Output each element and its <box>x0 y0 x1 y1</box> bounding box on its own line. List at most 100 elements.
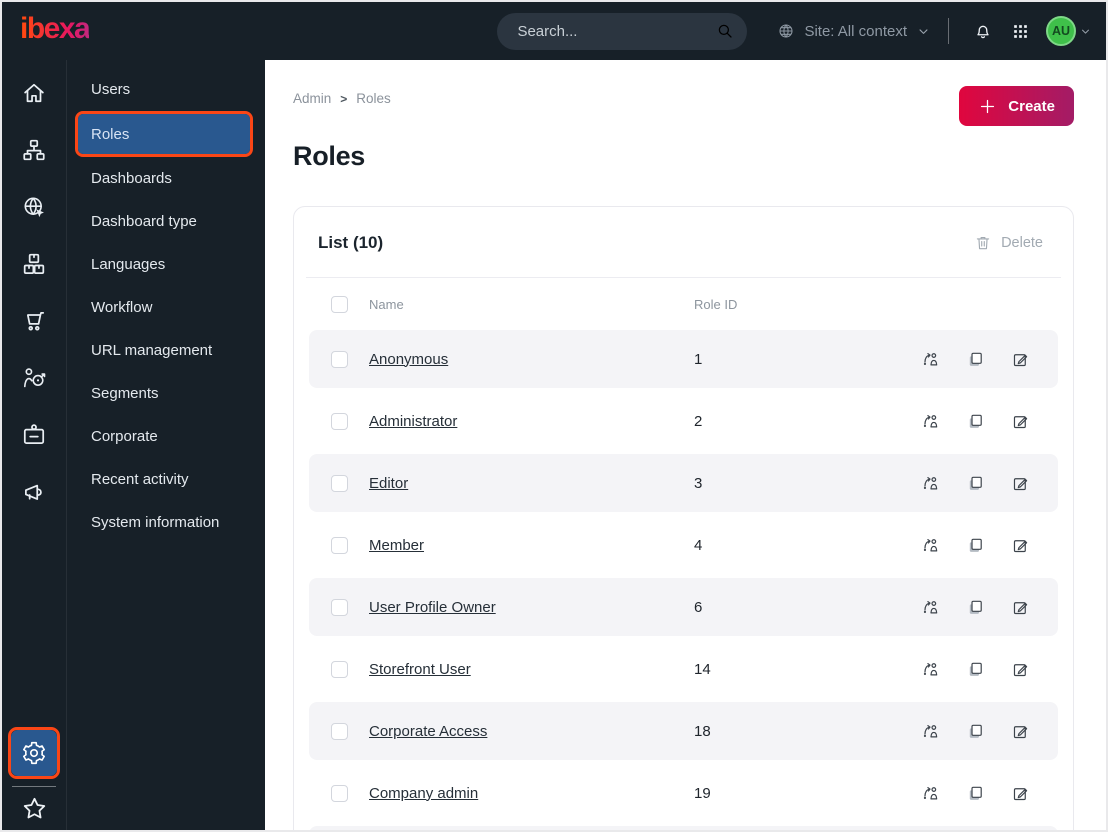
assign-to-users-button[interactable] <box>921 598 940 617</box>
edit-button[interactable] <box>1011 660 1030 679</box>
avatar[interactable]: AU <box>1046 16 1076 46</box>
role-name-link[interactable]: Administrator <box>369 412 458 430</box>
menu-item-label: URL management <box>91 342 213 359</box>
copy-button[interactable] <box>966 598 985 617</box>
assign-to-users-button[interactable] <box>921 722 940 741</box>
edit-button[interactable] <box>1011 598 1030 617</box>
rail-item-personalization[interactable] <box>18 363 50 393</box>
edit-button[interactable] <box>1011 722 1030 741</box>
rail-item-content[interactable] <box>18 135 50 165</box>
copy-button[interactable] <box>966 660 985 679</box>
search-box[interactable] <box>497 12 748 50</box>
rail-item-commerce[interactable] <box>18 306 50 336</box>
column-header-role-id: Role ID <box>694 297 738 312</box>
notifications-bell-icon[interactable] <box>973 21 993 41</box>
row-checkbox[interactable] <box>331 474 348 492</box>
site-globe-cursor-icon <box>21 194 47 220</box>
row-checkbox[interactable] <box>331 784 348 802</box>
trash-icon <box>974 234 992 252</box>
product-boxes-icon <box>21 251 47 277</box>
site-context-label: Site: All context <box>804 22 907 40</box>
delete-button[interactable]: Delete <box>968 233 1049 253</box>
menu-item-languages[interactable]: Languages <box>67 243 265 286</box>
list-title: List (10) <box>318 233 384 252</box>
assign-user-icon <box>921 598 940 617</box>
edit-button[interactable] <box>1011 474 1030 493</box>
table-row: Editor 3 <box>309 454 1058 512</box>
edit-icon <box>1011 784 1030 803</box>
site-context-selector[interactable]: Site: All context <box>777 22 931 40</box>
edit-button[interactable] <box>1011 412 1030 431</box>
assign-to-users-button[interactable] <box>921 474 940 493</box>
menu-item-roles[interactable]: Roles <box>78 114 250 154</box>
copy-icon <box>966 784 985 803</box>
role-name-link[interactable]: Anonymous <box>369 350 449 368</box>
menu-item-url-management[interactable]: URL management <box>67 329 265 372</box>
edit-icon <box>1011 474 1030 493</box>
assign-to-users-button[interactable] <box>921 412 940 431</box>
rail-item-campaigns[interactable] <box>18 477 50 507</box>
copy-button[interactable] <box>966 350 985 369</box>
assign-user-icon <box>921 412 940 431</box>
assign-to-users-button[interactable] <box>921 536 940 555</box>
menu-item-dashboard-type[interactable]: Dashboard type <box>67 200 265 243</box>
menu-item-corporate[interactable]: Corporate <box>67 415 265 458</box>
edit-icon <box>1011 722 1030 741</box>
edit-button[interactable] <box>1011 350 1030 369</box>
menu-item-system-information[interactable]: System information <box>67 501 265 544</box>
copy-button[interactable] <box>966 536 985 555</box>
copy-button[interactable] <box>966 784 985 803</box>
rail-item-corporate[interactable] <box>18 420 50 450</box>
select-all-checkbox[interactable] <box>331 296 348 313</box>
role-name-link[interactable]: Company admin <box>369 784 479 802</box>
assign-to-users-button[interactable] <box>921 350 940 369</box>
rail-item-dashboard[interactable] <box>18 78 50 108</box>
menu-item-segments[interactable]: Segments <box>67 372 265 415</box>
copy-icon <box>966 474 985 493</box>
assign-to-users-button[interactable] <box>921 660 940 679</box>
rail-item-bookmarks[interactable] <box>19 793 50 824</box>
ibexa-logo[interactable]: ibexa <box>20 14 91 48</box>
create-button[interactable]: Create <box>959 86 1074 126</box>
menu-item-recent-activity[interactable]: Recent activity <box>67 458 265 501</box>
edit-button[interactable] <box>1011 536 1030 555</box>
table-row: Member 4 <box>309 516 1058 574</box>
copy-button[interactable] <box>966 722 985 741</box>
assign-to-users-button[interactable] <box>921 784 940 803</box>
main-content: Admin > Roles Create Roles List (10) Del… <box>265 60 1106 830</box>
row-checkbox[interactable] <box>331 536 348 554</box>
copy-button[interactable] <box>966 412 985 431</box>
rail-item-admin[interactable] <box>11 730 57 776</box>
menu-item-workflow[interactable]: Workflow <box>67 286 265 329</box>
role-id: 2 <box>694 412 703 430</box>
row-checkbox[interactable] <box>331 722 348 740</box>
search-icon[interactable] <box>716 22 734 40</box>
copy-icon <box>966 536 985 555</box>
row-checkbox[interactable] <box>331 350 348 368</box>
app-grid-icon[interactable] <box>1011 22 1030 41</box>
breadcrumb-roles: Roles <box>356 91 391 106</box>
row-checkbox[interactable] <box>331 660 348 678</box>
copy-button[interactable] <box>966 474 985 493</box>
role-name-link[interactable]: Editor <box>369 474 409 492</box>
user-menu[interactable]: AU <box>1046 16 1092 46</box>
table-row-partial <box>309 826 1058 830</box>
role-name-link[interactable]: Corporate Access <box>369 722 488 740</box>
edit-button[interactable] <box>1011 784 1030 803</box>
search-input[interactable] <box>515 21 717 41</box>
menu-item-dashboards[interactable]: Dashboards <box>67 157 265 200</box>
role-name-link[interactable]: User Profile Owner <box>369 598 496 616</box>
breadcrumb-admin[interactable]: Admin <box>293 91 332 106</box>
role-id: 3 <box>694 474 703 492</box>
role-name-link[interactable]: Member <box>369 536 425 554</box>
row-checkbox[interactable] <box>331 598 348 616</box>
row-checkbox[interactable] <box>331 412 348 430</box>
rail-item-site[interactable] <box>18 192 50 222</box>
assign-user-icon <box>921 722 940 741</box>
column-header-name: Name <box>369 297 404 312</box>
role-name-link[interactable]: Storefront User <box>369 660 471 678</box>
menu-item-users[interactable]: Users <box>67 68 265 111</box>
breadcrumb: Admin > Roles <box>293 86 391 106</box>
rail-item-products[interactable] <box>18 249 50 279</box>
menu-item-label: System information <box>91 514 220 531</box>
